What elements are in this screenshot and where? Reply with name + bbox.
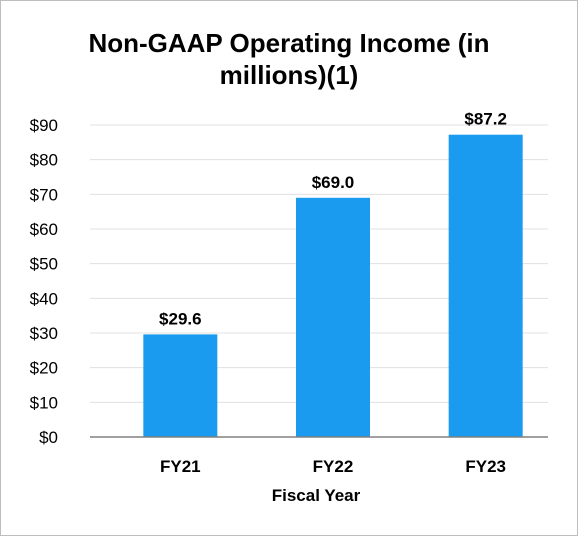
bar-fy21 xyxy=(143,334,218,437)
y-tick-label: $60 xyxy=(30,220,58,239)
x-axis-ticks: FY21 FY22 FY23 xyxy=(160,457,506,476)
y-tick-label: $40 xyxy=(30,289,58,308)
chart-title-line-1: Non-GAAP Operating Income (in xyxy=(88,28,489,58)
y-tick-label: $70 xyxy=(30,185,58,204)
y-tick-label: $10 xyxy=(30,393,58,412)
y-tick-label: $0 xyxy=(39,428,58,447)
y-tick-label: $20 xyxy=(30,359,58,378)
bars xyxy=(143,134,523,437)
data-label: $69.0 xyxy=(312,173,355,192)
bar-fy23 xyxy=(448,134,523,437)
data-label: $29.6 xyxy=(159,309,202,328)
chart-title-line-2: millions)(1) xyxy=(220,60,359,90)
chart-title: Non-GAAP Operating Income (in millions)(… xyxy=(88,28,489,90)
bar-fy22 xyxy=(296,197,370,437)
x-tick-label: FY22 xyxy=(313,457,354,476)
x-axis-title: Fiscal Year xyxy=(272,486,361,505)
y-tick-label: $30 xyxy=(30,324,58,343)
y-tick-label: $90 xyxy=(30,116,58,135)
data-label: $87.2 xyxy=(464,110,507,129)
data-labels: $29.6 $69.0 $87.2 xyxy=(159,110,507,329)
y-tick-label: $50 xyxy=(30,255,58,274)
x-tick-label: FY23 xyxy=(465,457,506,476)
y-axis-ticks: $0 $10 $20 $30 $40 $50 $60 $70 $80 $90 xyxy=(30,116,58,447)
y-tick-label: $80 xyxy=(30,151,58,170)
x-tick-label: FY21 xyxy=(160,457,201,476)
